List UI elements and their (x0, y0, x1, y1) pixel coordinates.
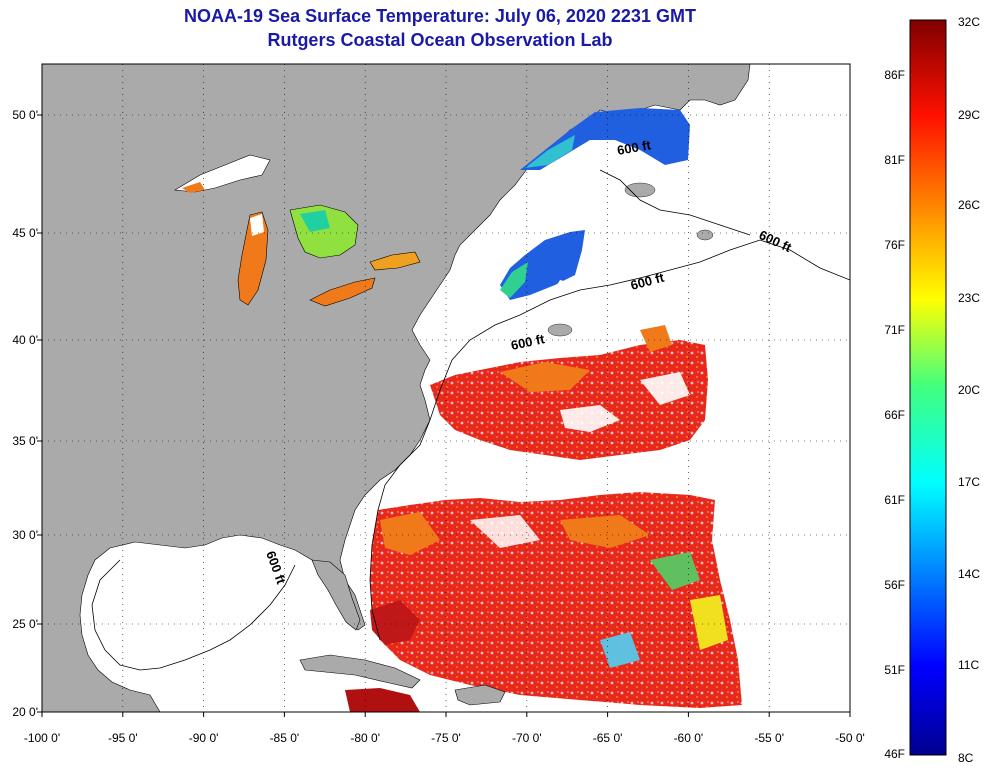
lake-erie (309, 277, 376, 307)
florida-land (311, 559, 361, 631)
colorbar-celsius-label: 8C (958, 751, 974, 765)
map-axes: -100 0' -95 0' -90 0' -85 0' -80 0' -75 0' -70… (12, 108, 864, 745)
lat-tick-label: 20 0' (12, 705, 38, 719)
colorbar-fahrenheit-label: 86F (884, 68, 905, 82)
colorbar-celsius-label: 20C (958, 383, 980, 397)
colorbar-fahrenheit-label: 46F (884, 747, 905, 761)
title-line-2: Rutgers Coastal Ocean Observation Lab (267, 30, 613, 50)
colorbar-fahrenheit-label: 71F (884, 323, 905, 337)
lon-tick-label: -95 0' (108, 731, 138, 745)
lat-tick-label: 40 0' (12, 333, 38, 347)
colorbar-celsius-label: 23C (958, 291, 980, 305)
lon-tick-label: -50 0' (835, 731, 865, 745)
lake-ontario (369, 251, 421, 271)
lat-tick-label: 25 0' (12, 617, 38, 631)
colorbar-fahrenheit-label: 76F (884, 238, 905, 252)
colorbar-celsius-label: 32C (958, 15, 980, 29)
lat-tick-label: 30 0' (12, 528, 38, 542)
colorbar-celsius-label: 17C (958, 475, 980, 489)
colorbar (909, 19, 947, 756)
lon-tick-label: -100 0' (24, 731, 60, 745)
colorbar-fahrenheit-label: 56F (884, 578, 905, 592)
colorbar-celsius-label: 11C (958, 658, 979, 672)
cuba-land (299, 654, 421, 689)
lon-tick-label: -75 0' (431, 731, 461, 745)
colorbar-celsius-label: 26C (958, 198, 980, 212)
lon-tick-label: -85 0' (270, 731, 300, 745)
lat-tick-label: 50 0' (12, 108, 38, 122)
lon-tick-label: -70 0' (512, 731, 542, 745)
lake-superior-sst (182, 182, 205, 193)
colorbar-labels: 86F 81F 76F 71F 66F 61F 56F 51F 46F 32C 29C 26C 23C 2… (884, 15, 980, 765)
lon-tick-label: -60 0' (674, 731, 704, 745)
lon-tick-label: -80 0' (350, 731, 380, 745)
colorbar-celsius-label: 14C (958, 567, 980, 581)
contour-label: 600 ft (510, 331, 547, 353)
lon-tick-label: -55 0' (754, 731, 784, 745)
contour-label: 600 ft (616, 137, 653, 158)
lat-tick-label: 35 0' (12, 434, 38, 448)
bathymetry-contour (91, 169, 850, 671)
colorbar-fahrenheit-label: 81F (884, 153, 905, 167)
lake-michigan (237, 211, 269, 306)
graticule (42, 64, 850, 712)
colorbar-fahrenheit-label: 66F (884, 408, 905, 422)
title-line-1: NOAA-19 Sea Surface Temperature: July 06… (184, 6, 696, 26)
lon-tick-label: -90 0' (189, 731, 219, 745)
hispaniola-land (454, 684, 506, 706)
lon-tick-label: -65 0' (593, 731, 623, 745)
caribbean-sst (345, 688, 420, 712)
colorbar-fahrenheit-label: 51F (884, 663, 905, 677)
sargasso-sst (370, 492, 742, 708)
gulf-stream-sst (430, 340, 708, 460)
colorbar-celsius-label: 29C (958, 108, 980, 122)
colorbar-fahrenheit-label: 61F (884, 493, 905, 507)
lat-tick-label: 45 0' (12, 226, 38, 240)
